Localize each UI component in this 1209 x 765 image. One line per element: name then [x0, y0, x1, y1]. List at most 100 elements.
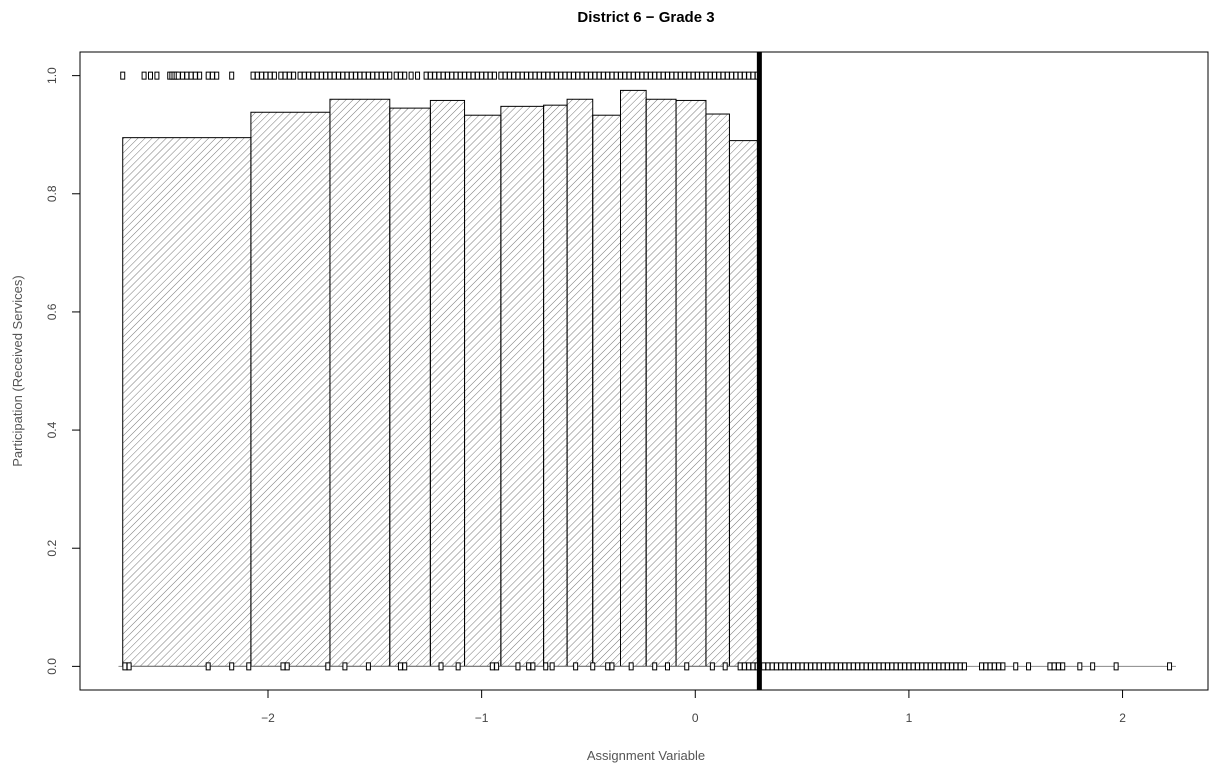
point-participation-0-45: [800, 663, 804, 670]
point-participation-1-76: [516, 72, 520, 79]
histogram-bar-0: [123, 138, 251, 667]
point-participation-1-46: [375, 72, 379, 79]
point-participation-1-49: [388, 72, 392, 79]
point-participation-0-91: [1027, 663, 1031, 670]
point-participation-1-32: [315, 72, 319, 79]
point-participation-0-24: [610, 663, 614, 670]
point-participation-0-38: [770, 663, 774, 670]
point-participation-0-49: [817, 663, 821, 670]
point-participation-1-98: [610, 72, 614, 79]
point-participation-1-116: [687, 72, 691, 79]
point-participation-0-33: [747, 663, 751, 670]
point-participation-0-34: [751, 663, 755, 670]
point-participation-1-70: [488, 72, 492, 79]
point-participation-0-64: [881, 663, 885, 670]
point-participation-1-45: [371, 72, 375, 79]
point-participation-0-93: [1052, 663, 1056, 670]
point-participation-1-43: [362, 72, 366, 79]
chart-title: District 6 − Grade 3: [577, 9, 714, 26]
point-participation-0-84: [980, 663, 984, 670]
point-participation-1-81: [537, 72, 541, 79]
point-participation-1-118: [695, 72, 699, 79]
point-participation-0-92: [1048, 663, 1052, 670]
point-participation-0-71: [911, 663, 915, 670]
point-participation-0-47: [809, 663, 813, 670]
point-participation-1-42: [358, 72, 362, 79]
point-participation-1-55: [424, 72, 428, 79]
point-participation-0-96: [1078, 663, 1082, 670]
point-participation-1-100: [619, 72, 623, 79]
point-participation-1-51: [398, 72, 402, 79]
point-participation-0-48: [813, 663, 817, 670]
point-participation-1-21: [264, 72, 268, 79]
point-participation-0-95: [1061, 663, 1065, 670]
point-participation-0-43: [792, 663, 796, 670]
point-participation-1-97: [606, 72, 610, 79]
point-participation-1-14: [206, 72, 210, 79]
point-participation-1-129: [742, 72, 746, 79]
point-participation-0-52: [830, 663, 834, 670]
point-participation-1-2: [149, 72, 153, 79]
point-participation-0-44: [796, 663, 800, 670]
point-participation-0-23: [606, 663, 610, 670]
histogram-bar-8: [567, 99, 593, 666]
point-participation-0-14: [490, 663, 494, 670]
point-participation-1-24: [279, 72, 283, 79]
point-participation-0-86: [988, 663, 992, 670]
point-participation-1-13: [198, 72, 202, 79]
point-participation-1-61: [450, 72, 454, 79]
point-participation-1-115: [683, 72, 687, 79]
point-participation-0-72: [915, 663, 919, 670]
point-participation-1-50: [394, 72, 398, 79]
point-participation-1-117: [691, 72, 695, 79]
histogram-bar-3: [390, 108, 431, 666]
point-participation-1-74: [507, 72, 511, 79]
point-participation-0-42: [787, 663, 791, 670]
point-participation-1-123: [717, 72, 721, 79]
point-participation-1-95: [597, 72, 601, 79]
point-participation-0-11: [403, 663, 407, 670]
point-participation-1-33: [319, 72, 323, 79]
point-participation-0-55: [843, 663, 847, 670]
point-participation-0-19: [544, 663, 548, 670]
point-participation-1-87: [563, 72, 567, 79]
point-participation-1-0: [121, 72, 125, 79]
point-participation-0-27: [666, 663, 670, 670]
point-participation-1-18: [251, 72, 255, 79]
point-participation-1-59: [441, 72, 445, 79]
point-participation-1-110: [661, 72, 665, 79]
point-participation-1-80: [533, 72, 537, 79]
x-tick-label-1: −1: [475, 711, 489, 725]
point-participation-1-58: [437, 72, 441, 79]
point-participation-1-82: [542, 72, 546, 79]
histogram-bar-7: [544, 105, 568, 666]
point-participation-1-113: [674, 72, 678, 79]
point-participation-1-124: [721, 72, 725, 79]
point-participation-0-97: [1091, 663, 1095, 670]
point-participation-1-90: [576, 72, 580, 79]
point-participation-1-77: [520, 72, 524, 79]
point-participation-1-36: [332, 72, 336, 79]
point-participation-0-61: [868, 663, 872, 670]
point-participation-0-22: [591, 663, 595, 670]
point-participation-0-85: [984, 663, 988, 670]
point-participation-0-40: [779, 663, 783, 670]
x-tick-label-4: 2: [1119, 711, 1126, 725]
point-participation-0-6: [285, 663, 289, 670]
point-participation-1-105: [640, 72, 644, 79]
histogram-bar-12: [676, 100, 706, 666]
point-participation-1-40: [349, 72, 353, 79]
x-tick-label-0: −2: [261, 711, 275, 725]
y-tick-label-5: 1.0: [45, 67, 59, 84]
bars-group: [123, 90, 760, 666]
point-participation-1-79: [529, 72, 533, 79]
point-participation-1-52: [403, 72, 407, 79]
point-participation-0-60: [864, 663, 868, 670]
point-participation-1-11: [189, 72, 193, 79]
point-participation-0-13: [456, 663, 460, 670]
y-tick-label-1: 0.2: [45, 540, 59, 557]
point-participation-1-107: [648, 72, 652, 79]
point-participation-1-88: [567, 72, 571, 79]
point-participation-0-57: [851, 663, 855, 670]
point-participation-1-28: [298, 72, 302, 79]
